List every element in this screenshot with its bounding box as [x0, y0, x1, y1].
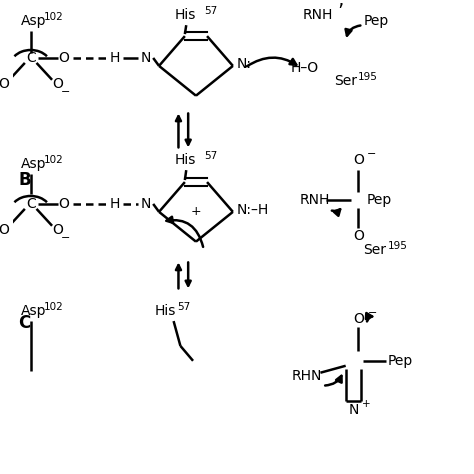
Text: Asp: Asp — [21, 14, 46, 28]
Text: Asp: Asp — [21, 304, 46, 318]
Text: 102: 102 — [44, 155, 64, 165]
Text: 102: 102 — [44, 302, 64, 312]
Text: O: O — [53, 223, 64, 237]
Text: O: O — [53, 77, 64, 91]
Text: B: B — [18, 171, 31, 189]
Text: Pep: Pep — [363, 14, 388, 28]
Text: −: − — [61, 233, 70, 243]
Text: Asp: Asp — [21, 157, 46, 171]
Text: N:: N: — [237, 57, 252, 71]
Text: +: + — [191, 205, 201, 219]
Text: O: O — [353, 312, 364, 326]
Text: −: − — [61, 87, 70, 97]
Text: 57: 57 — [204, 151, 217, 161]
Text: Pep: Pep — [387, 354, 413, 368]
Text: C: C — [26, 197, 36, 211]
Text: 57: 57 — [177, 302, 191, 312]
Text: 195: 195 — [387, 241, 407, 251]
Text: RNH: RNH — [300, 193, 330, 207]
Text: N: N — [140, 51, 151, 65]
Text: O: O — [0, 223, 9, 237]
Text: −: − — [368, 308, 377, 318]
Text: His: His — [174, 153, 196, 167]
Text: RHN: RHN — [291, 369, 321, 383]
Text: O: O — [0, 77, 9, 91]
Text: His: His — [174, 8, 196, 22]
Text: C: C — [26, 51, 36, 65]
Text: −: − — [367, 149, 376, 159]
Text: C: C — [18, 314, 30, 332]
Text: H: H — [110, 197, 120, 211]
Text: O: O — [353, 228, 364, 243]
Text: Pep: Pep — [367, 193, 392, 207]
Text: ’: ’ — [337, 2, 343, 21]
Text: His: His — [154, 304, 175, 318]
Text: N:–H: N:–H — [237, 203, 269, 217]
Text: RNH: RNH — [303, 8, 333, 22]
Text: N: N — [348, 403, 359, 418]
Text: Ser: Ser — [334, 74, 357, 88]
Text: 57: 57 — [204, 6, 217, 16]
Text: H: H — [110, 51, 120, 65]
Text: O: O — [353, 153, 364, 167]
Text: O: O — [58, 51, 69, 65]
Text: 195: 195 — [358, 72, 378, 82]
Text: 102: 102 — [44, 12, 64, 22]
Text: O: O — [58, 197, 69, 211]
Text: Ser: Ser — [363, 243, 386, 256]
Text: +: + — [362, 400, 371, 410]
Text: H–O: H–O — [290, 61, 319, 75]
Text: N: N — [140, 197, 151, 211]
